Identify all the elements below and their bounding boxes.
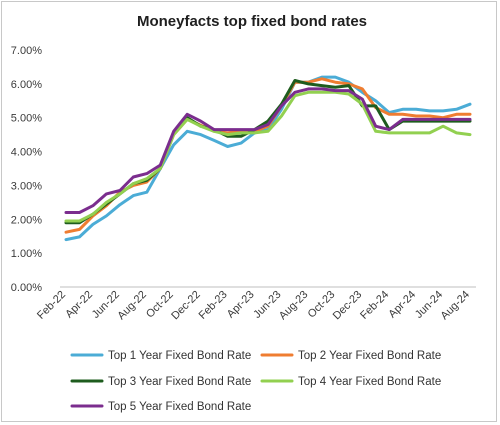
y-tick-label: 2.00% bbox=[11, 214, 42, 226]
series-line-5 bbox=[64, 87, 472, 214]
x-tick-label: Apr-23 bbox=[225, 289, 257, 321]
x-tick-label: Dec-23 bbox=[331, 289, 365, 323]
y-tick-label: 4.00% bbox=[11, 147, 42, 159]
x-axis-tick-labels: Feb-22Apr-22Jun-22Aug-22Oct-22Dec-22Feb-… bbox=[35, 289, 472, 323]
series-line-1 bbox=[64, 75, 472, 242]
x-tick-label: Aug-22 bbox=[115, 289, 149, 323]
chart-title: Moneyfacts top fixed bond rates bbox=[137, 13, 367, 30]
y-tick-label: 0.00% bbox=[11, 282, 42, 294]
y-tick-label: 6.00% bbox=[11, 79, 42, 91]
x-tick-label: Apr-24 bbox=[386, 289, 418, 321]
x-tick-label: Aug-24 bbox=[439, 289, 473, 323]
x-tick-label: Dec-22 bbox=[169, 289, 203, 323]
x-tick-label: Aug-23 bbox=[277, 289, 311, 323]
x-tick-label: Feb-24 bbox=[358, 289, 391, 322]
series-line-4 bbox=[64, 90, 472, 223]
x-tick-label: Feb-23 bbox=[197, 289, 230, 322]
series-line-2 bbox=[64, 77, 472, 234]
x-tick-label: Apr-22 bbox=[63, 289, 95, 321]
legend-label: Top 1 Year Fixed Bond Rate bbox=[108, 350, 251, 362]
legend-label: Top 2 Year Fixed Bond Rate bbox=[298, 350, 441, 362]
legend-label: Top 4 Year Fixed Bond Rate bbox=[298, 376, 441, 388]
legend-label: Top 5 Year Fixed Bond Rate bbox=[108, 401, 251, 413]
y-tick-label: 1.00% bbox=[11, 248, 42, 260]
legend-label: Top 3 Year Fixed Bond Rate bbox=[108, 376, 251, 388]
y-tick-label: 3.00% bbox=[11, 180, 42, 192]
y-tick-label: 5.00% bbox=[11, 113, 42, 125]
y-tick-label: 7.00% bbox=[11, 45, 42, 57]
y-axis-tick-labels: 0.00% 1.00% 2.00% 3.00% 4.00% 5.00% 6.00% 7.00% bbox=[11, 45, 42, 294]
series-lines bbox=[64, 75, 472, 242]
legend: Top 1 Year Fixed Bond Rate Top 2 Year Fix… bbox=[70, 350, 441, 413]
